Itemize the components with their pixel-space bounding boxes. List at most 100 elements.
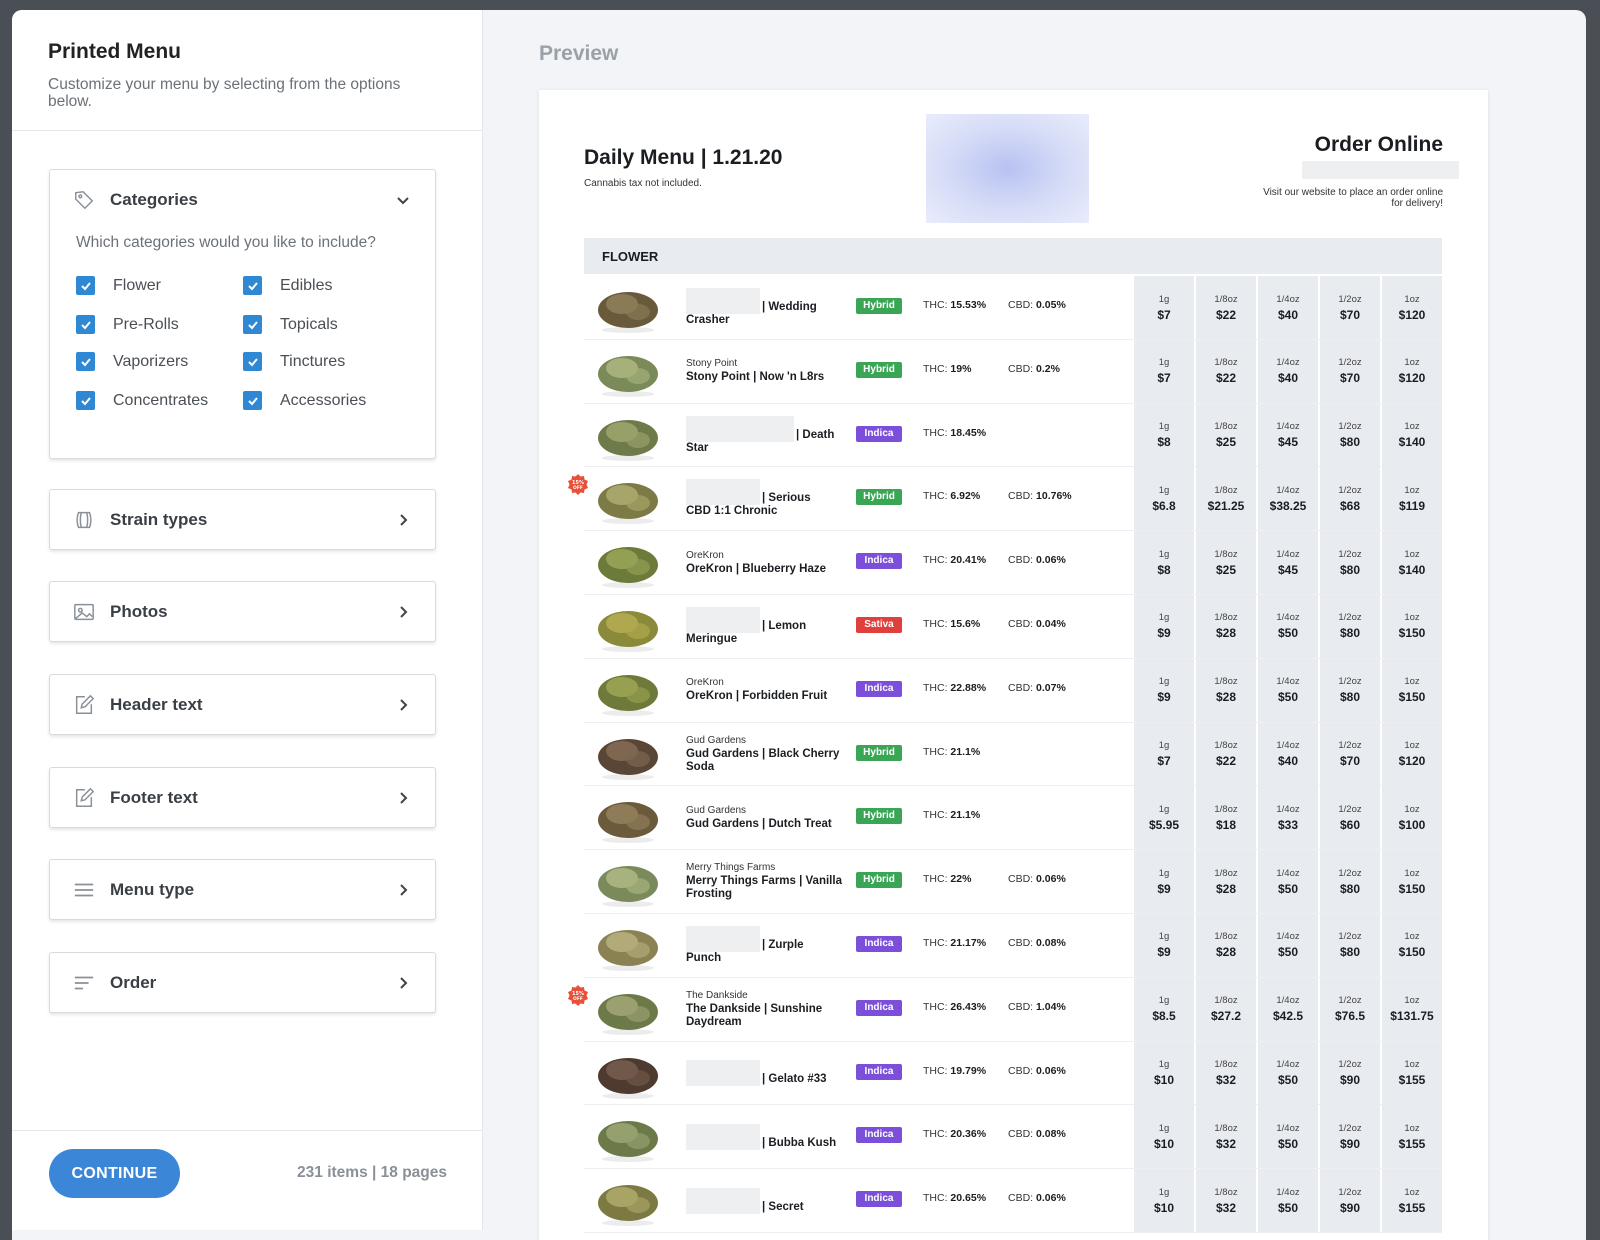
panel-header[interactable]: Menu type — [50, 860, 435, 919]
sidebar-title: Printed Menu — [48, 40, 182, 63]
checkmark-icon[interactable] — [243, 315, 262, 334]
unit-label: 1oz — [1404, 1059, 1420, 1071]
panel-order[interactable]: Order — [49, 952, 436, 1013]
category-checkbox-concentrates[interactable]: Concentrates — [76, 391, 208, 410]
thc-value: THC: 6.92% — [923, 490, 981, 503]
panel-label: Menu type — [110, 879, 195, 899]
chevron-right-icon[interactable] — [393, 973, 413, 993]
unit-label: 1oz — [1404, 1186, 1420, 1198]
price-cell: 1g $7 — [1134, 276, 1194, 339]
product-row: Gud Gardens Gud Gardens | Dutch Treat Hybr… — [584, 786, 1442, 851]
price-cell: 1oz $119 — [1382, 467, 1442, 531]
price-value: $7 — [1157, 307, 1171, 322]
panel-menu-type[interactable]: Menu type — [49, 859, 436, 920]
price-cell: 1/2oz $76.5 — [1320, 977, 1380, 1041]
panel-footer-text[interactable]: Footer text — [49, 767, 436, 828]
chevron-right-icon[interactable] — [393, 602, 413, 622]
strain-type-badge: Sativa — [856, 616, 902, 633]
product-name: Stony Point | Now 'n L8rs — [686, 371, 825, 384]
panel-header-text[interactable]: Header text — [49, 674, 436, 735]
price-value: $10 — [1153, 1200, 1175, 1215]
panel-header[interactable]: Photos — [50, 582, 435, 641]
category-checkbox-pre-rolls[interactable]: Pre-Rolls — [76, 315, 179, 334]
unit-label: 1g — [1158, 421, 1170, 433]
panel-photos[interactable]: Photos — [49, 581, 436, 642]
price-cell: 1/4oz $50 — [1258, 1105, 1318, 1169]
price-value: $90 — [1339, 1073, 1361, 1088]
brand-name-blurred — [686, 415, 794, 442]
product-name-cont: CBD 1:1 Chronic — [686, 505, 778, 518]
product-name: OreKron | Forbidden Fruit — [686, 690, 828, 703]
price-cell: 1g $8.5 — [1134, 977, 1194, 1041]
unit-label: 1/2oz — [1338, 931, 1362, 943]
price-cell: 1oz $155 — [1382, 1041, 1442, 1105]
continue-button[interactable]: CONTINUE — [49, 1149, 180, 1198]
panel-header[interactable]: Footer text — [50, 768, 435, 827]
chevron-down-icon[interactable] — [393, 190, 413, 210]
price-value: $70 — [1339, 307, 1361, 322]
strain-type-badge: Indica — [856, 1063, 902, 1080]
unit-label: 1/4oz — [1276, 995, 1300, 1007]
checkmark-icon[interactable] — [243, 391, 262, 410]
category-checkbox-vaporizers[interactable]: Vaporizers — [76, 352, 188, 371]
unit-label: 1oz — [1404, 548, 1420, 560]
checkmark-icon[interactable] — [76, 352, 95, 371]
category-checkbox-topicals[interactable]: Topicals — [243, 315, 338, 334]
category-checkbox-flower[interactable]: Flower — [76, 276, 161, 295]
product-name-block: Stony Point Stony Point | Now 'n L8rs — [686, 340, 846, 403]
unit-label: 1g — [1158, 931, 1170, 943]
unit-label: 1g — [1158, 995, 1170, 1007]
panel-header[interactable]: Strain types — [50, 490, 435, 549]
unit-label: 1/2oz — [1338, 803, 1362, 815]
chevron-right-icon[interactable] — [393, 695, 413, 715]
checkmark-icon[interactable] — [76, 276, 95, 295]
cbd-value: CBD: 0.06% — [1008, 1064, 1066, 1077]
panel-strain-types[interactable]: Strain types — [49, 489, 436, 550]
product-photo — [592, 1111, 664, 1163]
price-value: $6.8 — [1152, 498, 1176, 513]
chevron-right-icon[interactable] — [393, 788, 413, 808]
unit-label: 1/4oz — [1276, 740, 1300, 752]
price-cell: 1g $8 — [1134, 403, 1194, 467]
category-checkbox-tinctures[interactable]: Tinctures — [243, 352, 345, 371]
price-cell: 1/2oz $90 — [1320, 1105, 1380, 1169]
chevron-right-icon[interactable] — [393, 510, 413, 530]
price-cell: 1/2oz $80 — [1320, 850, 1380, 914]
checkmark-icon[interactable] — [243, 276, 262, 295]
price-value: $8 — [1157, 562, 1171, 577]
product-row: | Bubba Kush Indica THC: 20.36% CBD: 0.08% 1… — [584, 1105, 1442, 1170]
strain-type-badge: Indica — [856, 999, 902, 1016]
price-cell: 1g $8 — [1134, 531, 1194, 595]
price-value: $140 — [1398, 435, 1426, 450]
panel-header[interactable]: Header text — [50, 675, 435, 734]
price-cell: 1/8oz $25 — [1196, 403, 1256, 467]
thc-value: THC: 21.17% — [923, 936, 987, 949]
thc-value: THC: 26.43% — [923, 1000, 987, 1013]
category-checkbox-accessories[interactable]: Accessories — [243, 391, 366, 410]
menu-preview-page[interactable]: Daily Menu | 1.21.20 Cannabis tax not in… — [539, 90, 1488, 1240]
cbd-value: CBD: 0.08% — [1008, 1128, 1066, 1141]
discount-badge-icon: 15% OFF — [566, 473, 590, 497]
unit-label: 1oz — [1404, 740, 1420, 752]
checkmark-icon[interactable] — [243, 352, 262, 371]
product-name-line: | Zurple — [686, 925, 846, 952]
price-cell: 1g $7 — [1134, 722, 1194, 786]
panel-header[interactable]: Order — [50, 953, 435, 1012]
product-name-line: | Gelato #33 — [686, 1060, 846, 1087]
cbd-value: CBD: 0.05% — [1008, 299, 1066, 311]
thc-value: THC: 19.79% — [923, 1064, 987, 1077]
unit-label: 1g — [1158, 293, 1170, 305]
product-row: Gud Gardens Gud Gardens | Black Cherry So… — [584, 722, 1442, 787]
categories-header[interactable]: Categories — [50, 170, 435, 230]
product-name: | Death — [796, 428, 835, 441]
price-cell: 1/8oz $25 — [1196, 531, 1256, 595]
strain-type-badge: Hybrid — [856, 808, 902, 825]
unit-label: 1/4oz — [1276, 931, 1300, 943]
order-online-title: Order Online — [1314, 133, 1443, 156]
price-cell: 1/4oz $33 — [1258, 786, 1318, 850]
product-name-cont: Meringue — [686, 632, 738, 645]
checkmark-icon[interactable] — [76, 391, 95, 410]
checkmark-icon[interactable] — [76, 315, 95, 334]
category-checkbox-edibles[interactable]: Edibles — [243, 276, 332, 295]
chevron-right-icon[interactable] — [393, 880, 413, 900]
